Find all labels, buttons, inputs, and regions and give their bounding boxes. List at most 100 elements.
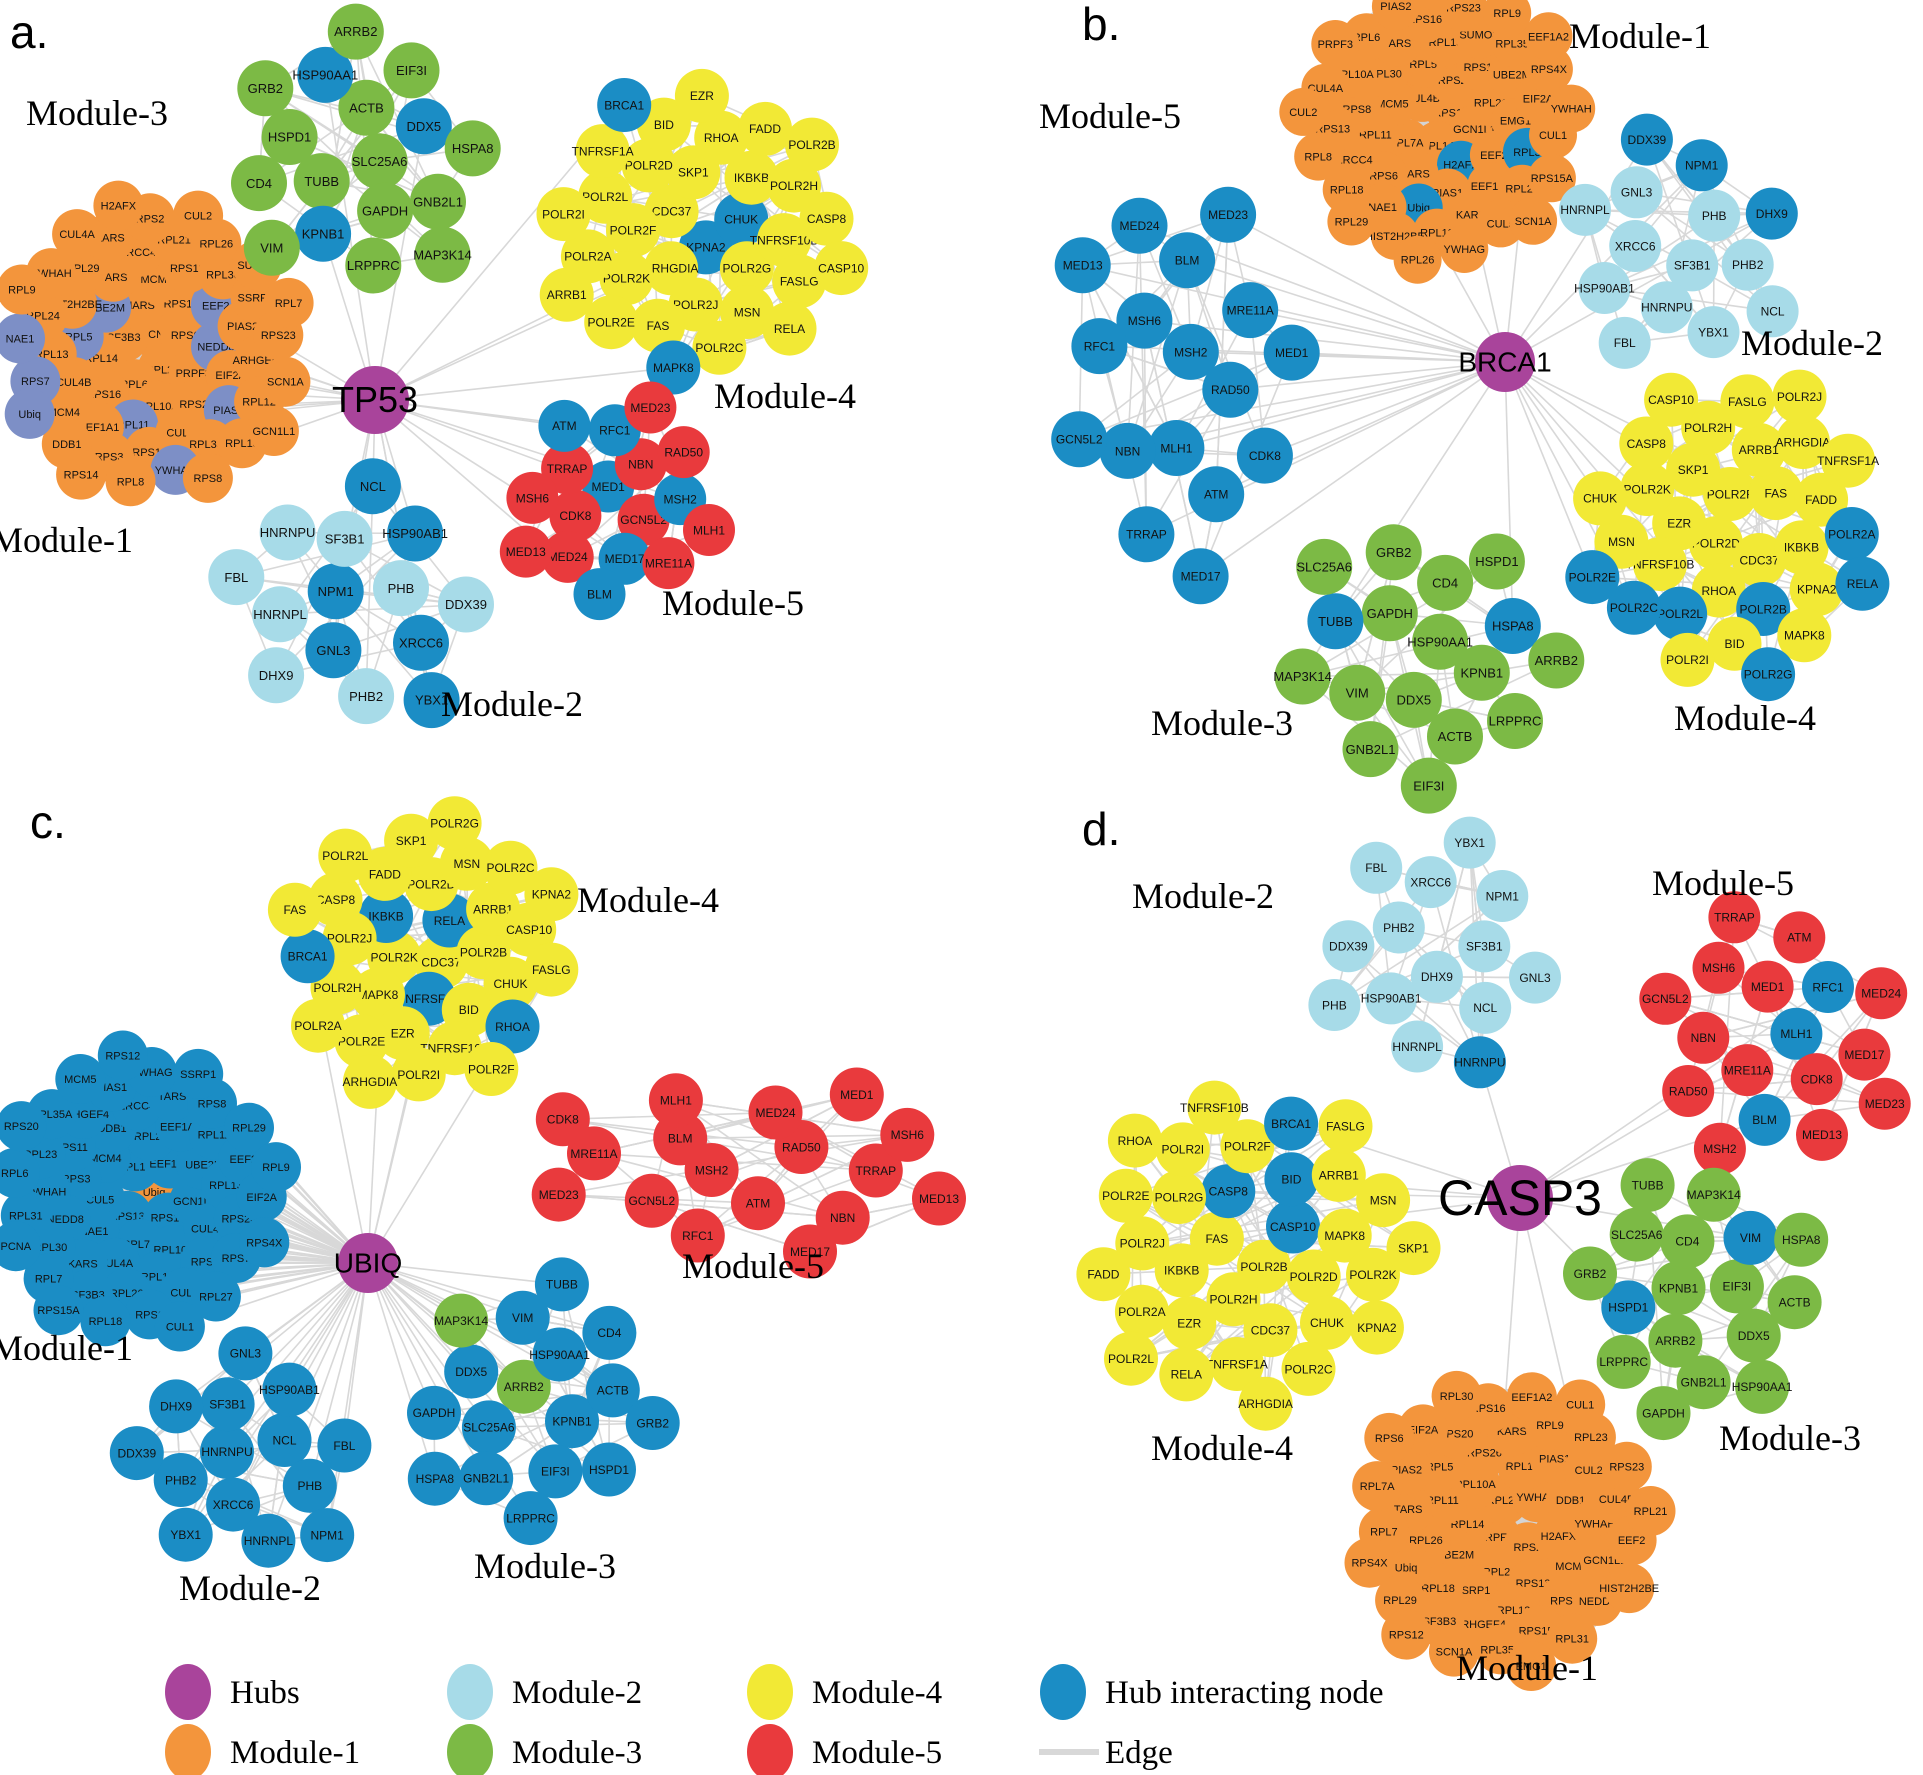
node-circle — [357, 182, 414, 239]
node-label: YBX1 — [415, 693, 448, 708]
node-circle — [1412, 613, 1469, 670]
node-label: MED17 — [1844, 1048, 1884, 1062]
node-POLR2H: POLR2H — [767, 158, 821, 213]
node-label: POLR2B — [1240, 1260, 1287, 1274]
node-circle — [1775, 415, 1830, 469]
node-circle — [1417, 0, 1459, 12]
node-PHB: PHB — [1688, 189, 1741, 242]
node-circle — [1429, 1626, 1479, 1677]
node-circle — [772, 254, 827, 309]
node-label: RPS15A — [1531, 173, 1574, 185]
module-label: Module-4 — [1151, 1428, 1293, 1468]
node-circle — [815, 1190, 870, 1245]
node-MSN: MSN — [439, 836, 494, 891]
node-circle — [300, 1508, 355, 1563]
node-HNRNPU: HNRNPU — [1640, 281, 1693, 334]
node-label: VIM — [512, 1311, 533, 1325]
node-circle — [1773, 911, 1826, 964]
node-HSP90AB1: HSP90AB1 — [382, 505, 448, 562]
node-label: RPS14 — [64, 470, 99, 482]
node-MED1: MED1 — [829, 1067, 884, 1122]
node-label: SF3B1 — [1674, 259, 1711, 273]
node-circle — [1609, 1207, 1664, 1262]
node-circle — [1317, 1208, 1372, 1263]
node-CDC37: CDC37 — [1243, 1303, 1298, 1358]
node-label: CHUK — [1310, 1316, 1344, 1330]
node-label: RPL8 — [1304, 152, 1332, 164]
node-label: MAP3K14 — [434, 1314, 488, 1328]
node-label: HSPA8 — [452, 141, 494, 156]
node-label: RPS23 — [261, 330, 296, 342]
node-label: SUMO3 — [1459, 30, 1498, 42]
node-circle — [1365, 972, 1418, 1025]
node-label: GNL3 — [230, 1347, 262, 1361]
node-circle — [1458, 920, 1511, 973]
node-circle — [539, 267, 594, 322]
node-circle — [1453, 1036, 1506, 1089]
node-circle — [549, 489, 602, 542]
node-label: H2AFX — [101, 201, 137, 213]
node-circle — [1735, 1359, 1790, 1414]
node-label: HIST2H2BE — [1599, 1583, 1659, 1595]
node-label: NCL — [272, 1433, 296, 1447]
node-LRPPRC: LRPPRC — [1596, 1334, 1651, 1389]
node-circle — [173, 1048, 224, 1099]
node-circle — [248, 647, 305, 704]
node-TUBB: TUBB — [293, 153, 350, 210]
node-label: RPL18 — [89, 1316, 123, 1328]
node-circle — [1644, 372, 1699, 427]
node-label: MCM5 — [64, 1074, 96, 1086]
node-circle — [1796, 1108, 1848, 1161]
node-circle — [1308, 979, 1361, 1031]
node-label: FASLG — [1326, 1120, 1365, 1134]
module-label: Module-5 — [662, 583, 804, 623]
node-circle — [109, 1426, 164, 1481]
node-circle — [657, 426, 710, 479]
node-circle — [200, 1424, 254, 1479]
node-circle — [1619, 416, 1674, 471]
node-SCN1A: SCN1A — [1429, 1626, 1479, 1677]
node-MCM5: MCM5 — [55, 1054, 106, 1104]
node-circle — [459, 1451, 514, 1506]
node-HSPD1: HSPD1 — [1468, 533, 1525, 590]
node-ARRB2: ARRB2 — [1648, 1313, 1703, 1368]
node-label: RPS12 — [105, 1051, 140, 1063]
node-circle — [1311, 1147, 1366, 1202]
node-label: CDK8 — [547, 1113, 579, 1127]
node-label: HNRNPU — [1641, 301, 1692, 315]
node-circle — [1200, 186, 1257, 243]
node-label: CASP8 — [807, 212, 847, 226]
node-circle — [293, 153, 350, 210]
node-DHX9: DHX9 — [1410, 950, 1463, 1003]
node-label: NBN — [1115, 444, 1140, 458]
node-label: YBX1 — [1454, 836, 1485, 850]
node-label: EZR — [1667, 517, 1691, 531]
node-label: TARS — [158, 1091, 187, 1103]
node-label: RPS6 — [1369, 171, 1398, 183]
node-label: MAPK8 — [1324, 1229, 1365, 1243]
node-circle — [1266, 1199, 1320, 1254]
node-circle — [1189, 1211, 1244, 1266]
node-RAD50: RAD50 — [1662, 1065, 1715, 1117]
node-label: POLR2H — [770, 179, 818, 193]
module-cluster-module-4: POLR2B FAS CASP10 POLR2H CASP8 POLR2D IKBKB BID… — [1076, 1080, 1441, 1431]
node-label: SCN1A — [1515, 216, 1552, 228]
node-circle — [375, 1006, 430, 1061]
node-circle — [848, 1143, 903, 1198]
node-label: POLR2E — [588, 316, 635, 330]
node-label: GNL3 — [316, 643, 350, 658]
node-label: PIAS2 — [1380, 1, 1411, 13]
node-circle — [1609, 220, 1662, 272]
node-label: RPL7A — [1360, 1481, 1396, 1493]
node-label: ATM — [1787, 931, 1811, 945]
node-label: RPS8 — [198, 1098, 227, 1110]
node-label: RELA — [1171, 1368, 1202, 1382]
node-label: ACTB — [597, 1384, 629, 1398]
node-label: MED24 — [1861, 987, 1901, 1001]
node-label: POLR2H — [1209, 1293, 1257, 1307]
node-circle — [1361, 585, 1418, 642]
node-GRB2: GRB2 — [1365, 524, 1422, 581]
node-circle — [496, 1359, 551, 1414]
node-label: KPNA2 — [1357, 1321, 1397, 1335]
